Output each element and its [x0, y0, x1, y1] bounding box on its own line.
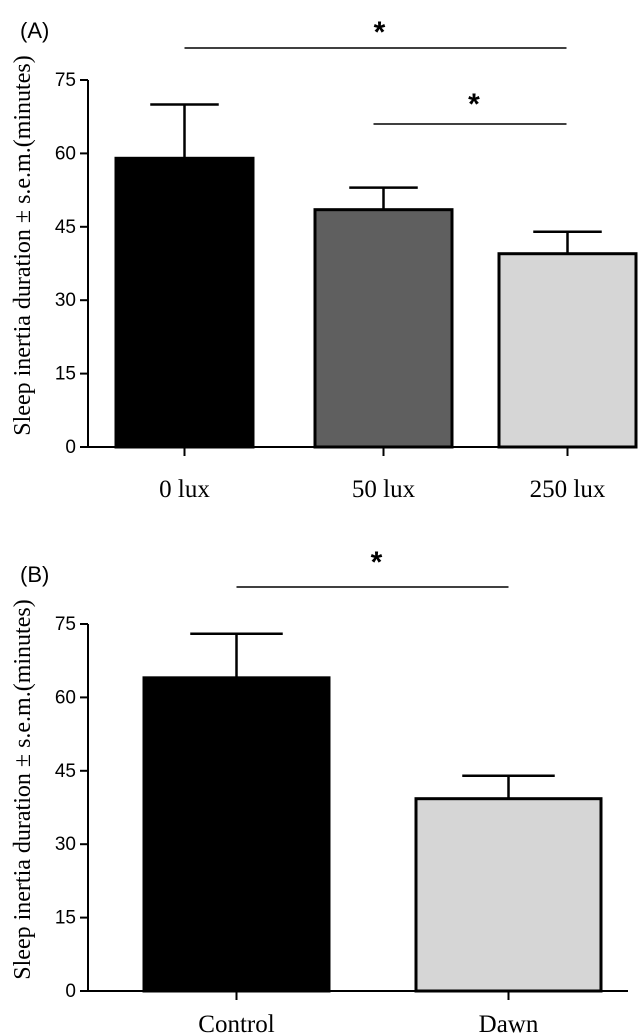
- y-tick-label: 0: [65, 981, 76, 1002]
- y-tick-label: 45: [55, 761, 76, 782]
- x-tick-label: 0 lux: [159, 476, 210, 503]
- y-axis-label: Sleep inertia duration ± s.e.m.(minutes): [10, 55, 36, 435]
- x-tick-label: Dawn: [479, 1011, 539, 1036]
- y-tick-label: 75: [55, 614, 76, 635]
- x-tick-label: 50 lux: [352, 476, 416, 503]
- y-tick-label: 15: [55, 908, 76, 929]
- bar: [313, 208, 454, 449]
- y-tick-label: 30: [55, 290, 76, 311]
- x-tick-label: 250 lux: [530, 476, 606, 503]
- y-axis-label: Sleep inertia duration ± s.e.m.(minutes): [10, 599, 36, 979]
- bar: [114, 156, 255, 449]
- bar: [414, 797, 603, 993]
- y-tick-label: 60: [55, 143, 76, 164]
- y-tick-label: 60: [55, 687, 76, 708]
- y-tick-label: 15: [55, 364, 76, 385]
- bar: [142, 676, 331, 993]
- panel-a-chart: (A) Sleep inertia duration ± s.e.m.(minut…: [10, 16, 638, 503]
- significance-star: *: [374, 16, 386, 49]
- y-tick-label: 0: [65, 437, 76, 458]
- significance-star: *: [468, 88, 480, 121]
- panel-letter: (A): [20, 18, 49, 43]
- panel-letter: (B): [20, 562, 49, 587]
- bar: [497, 252, 638, 449]
- x-tick-label: Control: [198, 1011, 274, 1036]
- y-tick-label: 30: [55, 834, 76, 855]
- y-tick-label: 75: [55, 70, 76, 91]
- significance-star: *: [371, 546, 383, 579]
- y-tick-label: 45: [55, 217, 76, 238]
- panel-b-chart: (B) Sleep inertia duration ± s.e.m.(minut…: [10, 546, 628, 1036]
